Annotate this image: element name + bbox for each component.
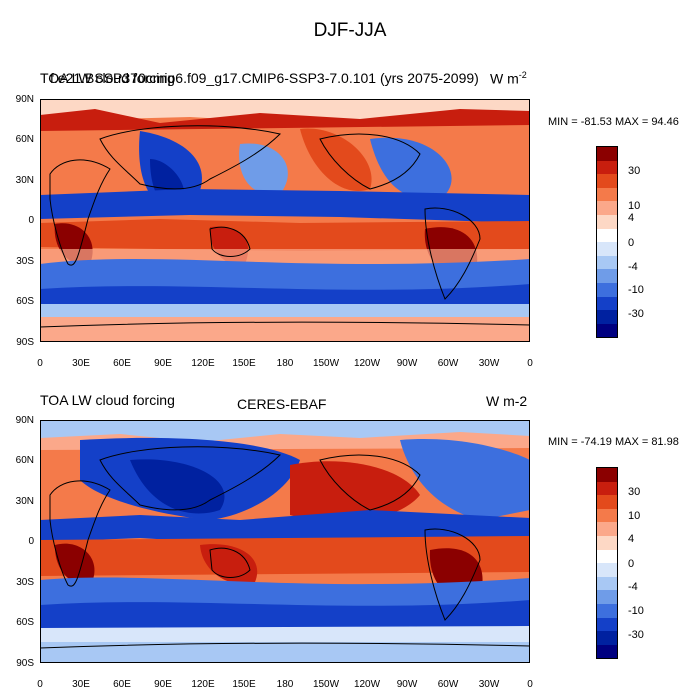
colorbar-swatch — [597, 495, 617, 509]
colorbar-swatch — [597, 508, 617, 523]
panel2-center-title: CERES-EBAF — [237, 396, 327, 412]
panel1-minmax: MIN = -81.53 MAX = 94.46 — [548, 116, 679, 128]
panel1-colorbar-label: 10 — [628, 200, 641, 212]
panel2-lon-label: 60W — [437, 679, 459, 690]
panel1-lon-label: 30E — [72, 358, 90, 369]
panel1-center-title: f.e21.BSSP370cmip6.f09_g17.CMIP6-SSP3-7.… — [50, 70, 479, 86]
panel2-lat-label: 60S — [16, 617, 34, 628]
panel1-colorbar-label: -4 — [628, 261, 638, 273]
panel2-lon-label: 60E — [113, 679, 131, 690]
colorbar-swatch — [597, 228, 617, 243]
colorbar-swatch — [597, 617, 617, 632]
colorbar-swatch — [597, 201, 617, 215]
colorbar-swatch — [597, 631, 617, 645]
panel1-units-text: W m — [490, 70, 519, 87]
figure-title: DJF-JJA — [313, 20, 387, 41]
colorbar-swatch — [597, 310, 617, 324]
panel1-colorbar-label: -10 — [628, 284, 644, 296]
panel1-lat-label: 30S — [16, 256, 34, 267]
panel1-left-title: TOA LW cloud forcing — [40, 70, 175, 86]
panel2-colorbar — [596, 467, 618, 659]
panel2-lat-label: 30N — [15, 496, 34, 507]
panel1-lon-label: 120W — [353, 358, 381, 369]
panel2-colorbar-label: 0 — [628, 558, 635, 570]
colorbar-swatch — [597, 242, 617, 256]
panel2-lat-label: 90N — [15, 415, 34, 426]
panel2-minmax: MIN = -74.19 MAX = 81.98 — [548, 436, 679, 448]
panel2-lat-label: 90S — [16, 658, 34, 669]
panel1-map — [40, 99, 530, 342]
colorbar-swatch — [597, 296, 617, 311]
panel1-lat-label: 90S — [16, 337, 34, 348]
panel2-lon-label: 150W — [312, 679, 340, 690]
panel2-lon-label: 150E — [232, 679, 256, 690]
panel1-map-svg — [40, 99, 530, 342]
panel1-lon-label: 180 — [276, 358, 294, 369]
colorbar-swatch — [597, 576, 617, 591]
colorbar-swatch — [597, 160, 617, 175]
panel1-lon-label: 120E — [191, 358, 215, 369]
panel1-lon-label: 60E — [113, 358, 131, 369]
panel1-lat-label: 60N — [15, 134, 34, 145]
panel2-lon-label: 90E — [154, 679, 172, 690]
panel1-colorbar-label: 30 — [628, 165, 641, 177]
panel2-lon-label: 120W — [353, 679, 381, 690]
panel2-lon-label: 0 — [527, 679, 533, 690]
panel2-left-title: TOA LW cloud forcing — [40, 392, 175, 408]
panel1-units: W m-2 — [490, 70, 527, 87]
panel1-lon-label: 0 — [527, 358, 533, 369]
panel2-lat-label: 0 — [28, 536, 34, 547]
panel2-colorbar-label: 30 — [628, 486, 641, 498]
panel2-colorbar-label: -30 — [628, 629, 644, 641]
panel1-colorbar-label: -30 — [628, 308, 644, 320]
colorbar-swatch — [597, 481, 617, 496]
panel1-lat-label: 60S — [16, 296, 34, 307]
colorbar-swatch — [597, 590, 617, 604]
panel2-units: W m-2 — [486, 393, 528, 409]
colorbar-swatch — [597, 174, 617, 188]
colorbar-swatch — [597, 468, 617, 482]
panel2-lon-label: 180 — [276, 679, 294, 690]
colorbar-swatch — [597, 255, 617, 270]
panel1-lon-label: 150W — [312, 358, 340, 369]
panel2-colorbar-label: -10 — [628, 605, 644, 617]
panel2-colorbar-label: 10 — [628, 510, 641, 522]
colorbar-swatch — [597, 323, 617, 338]
panel2-lat-label: 30S — [16, 577, 34, 588]
panel1-lon-label: 150E — [232, 358, 256, 369]
panel2-colorbar-label: -4 — [628, 581, 638, 593]
colorbar-swatch — [597, 549, 617, 564]
colorbar-swatch — [597, 187, 617, 202]
panel2-lon-label: 120E — [191, 679, 215, 690]
panel1-lon-label: 30W — [478, 358, 500, 369]
colorbar-swatch — [597, 603, 617, 618]
panel1-lon-label: 60W — [437, 358, 459, 369]
colorbar-swatch — [597, 563, 617, 577]
panel1-lat-label: 30N — [15, 175, 34, 186]
panel1-lon-label: 90E — [154, 358, 172, 369]
panel2-map-svg — [40, 420, 530, 663]
panel2-lat-label: 60N — [15, 455, 34, 466]
panel1-units-superscript: -2 — [518, 70, 527, 80]
colorbar-swatch — [597, 147, 617, 161]
panel1-colorbar-label: 0 — [628, 237, 635, 249]
panel1-lat-label: 0 — [28, 215, 34, 226]
panel2-colorbar-label: 4 — [628, 533, 635, 545]
panel2-lon-label: 0 — [37, 679, 43, 690]
panel1-lon-label: 0 — [37, 358, 43, 369]
colorbar-swatch — [597, 522, 617, 536]
panel2-map — [40, 420, 530, 663]
panel2-lon-label: 30W — [478, 679, 500, 690]
colorbar-swatch — [597, 282, 617, 297]
colorbar-swatch — [597, 644, 617, 659]
colorbar-swatch — [597, 269, 617, 283]
panel1-colorbar-label: 4 — [628, 212, 635, 224]
panel1-lat-label: 90N — [15, 94, 34, 105]
panel2-lon-label: 90W — [396, 679, 418, 690]
panel1-colorbar — [596, 146, 618, 338]
colorbar-swatch — [597, 535, 617, 550]
panel2-lon-label: 30E — [72, 679, 90, 690]
panel1-lon-label: 90W — [396, 358, 418, 369]
colorbar-swatch — [597, 214, 617, 229]
